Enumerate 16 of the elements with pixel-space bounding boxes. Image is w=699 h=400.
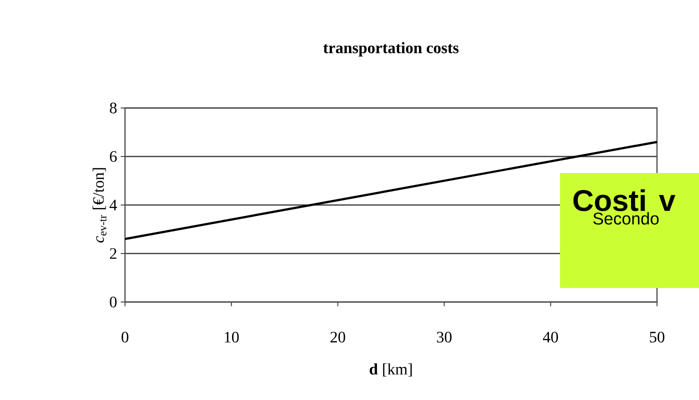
chart-title: transportation costs bbox=[323, 42, 459, 56]
annotation: Secondo bbox=[593, 212, 659, 225]
y-axis-title: c$_{ev-tr}$ [€/ton] bbox=[92, 168, 106, 243]
x-tick-label: 40 bbox=[542, 332, 558, 343]
y-tick-label: 6 bbox=[110, 151, 117, 162]
x-tick-label: 30 bbox=[436, 332, 452, 343]
x-tick-label: 0 bbox=[122, 332, 128, 343]
y-tick-label: 2 bbox=[110, 248, 116, 259]
x-tick-label: 20 bbox=[330, 332, 346, 343]
x-tick-label: 10 bbox=[224, 332, 239, 343]
annotation: Costi v bbox=[573, 189, 676, 212]
y-tick-label: 4 bbox=[110, 200, 117, 210]
x-tick-label: 50 bbox=[650, 332, 664, 343]
y-tick-label: 8 bbox=[110, 102, 117, 114]
y-tick-label: 0 bbox=[110, 296, 117, 308]
x-axis-title: d [km] bbox=[370, 363, 412, 377]
